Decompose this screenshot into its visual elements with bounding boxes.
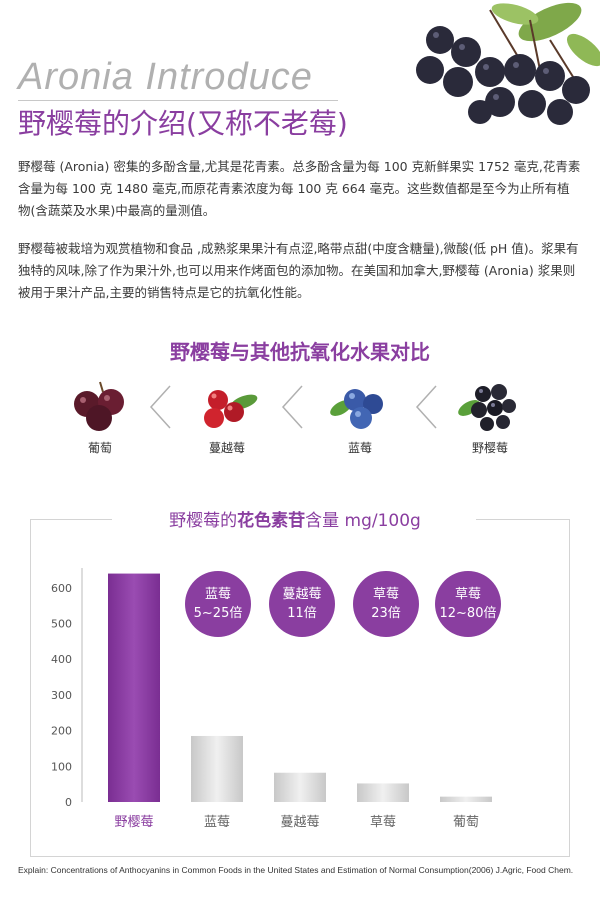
x-tick-label: 蔓越莓	[280, 815, 319, 830]
fruit-aronia: 野樱莓	[445, 378, 535, 456]
callout-circle	[269, 571, 335, 637]
y-tick-label: 0	[65, 796, 72, 809]
callout-fruit: 蔓越莓	[282, 587, 321, 602]
comparison-title: 野樱莓与其他抗氧化水果对比	[170, 340, 430, 364]
blueberry-icon	[330, 389, 383, 429]
callout-circle	[185, 571, 251, 637]
y-tick-label: 400	[51, 653, 72, 666]
fruit-label: 蔓越莓	[208, 441, 245, 455]
chevron-left-icon	[281, 385, 303, 429]
fruit-label: 野樱莓	[471, 441, 508, 455]
chart-title-prefix: 野樱莓的	[169, 511, 238, 531]
aronia-icon	[458, 384, 516, 431]
y-axis: 0 100 200 300 400 500 600	[51, 568, 83, 809]
fruit-label: 葡萄	[87, 441, 112, 455]
ratio-callout: 蔓越莓 11倍	[269, 571, 335, 637]
intro-paragraph-1: 野樱莓 (Aronia) 密集的多酚含量,尤其是花青素。总多酚含量为每 100 …	[18, 159, 581, 218]
y-tick-label: 600	[51, 582, 72, 595]
title-chinese: 野樱莓的介绍(又称不老莓)	[18, 107, 348, 140]
bar-3	[274, 772, 326, 802]
callout-ratio: 11倍	[287, 606, 317, 621]
callout-ratio: 23倍	[371, 606, 401, 621]
chart-title: 野樱莓的花色素苷含量 mg/100g	[120, 506, 470, 531]
callout-fruit: 草莓	[455, 587, 481, 602]
chart-frame-top-left	[30, 519, 112, 520]
y-tick-label: 100	[51, 760, 72, 773]
chart-title-bold: 花色素苷	[237, 511, 306, 531]
callout-circle	[353, 571, 419, 637]
x-tick-label: 蓝莓	[204, 815, 230, 830]
x-tick-label: 葡萄	[453, 815, 479, 830]
y-tick-label: 300	[51, 689, 72, 702]
fruit-blueberry: 蓝莓	[315, 378, 405, 456]
footnote: Explain: Concentrations of Anthocyanins …	[18, 865, 574, 875]
bars	[108, 573, 492, 802]
callout-ratio: 12~80倍	[440, 606, 497, 621]
title-english: Aronia Introduce	[18, 56, 313, 98]
y-tick-label: 500	[51, 618, 72, 631]
ratio-callout: 草莓 12~80倍	[435, 571, 501, 637]
callout-fruit: 蓝莓	[205, 587, 231, 602]
callout-circle	[435, 571, 501, 637]
ratio-callout: 草莓 23倍	[353, 571, 419, 637]
x-tick-label: 草莓	[370, 815, 396, 830]
x-axis-labels: 野樱莓 蓝莓 蔓越莓 草莓 葡萄	[114, 814, 479, 830]
chart-title-suffix: 含量 mg/100g	[305, 511, 421, 531]
cranberry-icon	[204, 390, 258, 428]
fruit-label: 蓝莓	[347, 441, 372, 455]
title-divider	[18, 100, 338, 101]
chevron-left-icon	[149, 385, 171, 429]
callout-ratio: 5~25倍	[194, 606, 243, 621]
chevron-left-icon	[415, 385, 437, 429]
x-tick-label: 野樱莓	[114, 814, 153, 830]
ratio-callouts: 蓝莓 5~25倍 蔓越莓 11倍 草莓 23倍 草莓 12~80倍	[185, 571, 501, 637]
bar-2	[191, 735, 243, 802]
chart-frame	[30, 519, 570, 857]
ratio-callout: 蓝莓 5~25倍	[185, 571, 251, 637]
bar-1	[108, 573, 160, 802]
bar-5	[440, 796, 492, 802]
intro-paragraph-2: 野樱莓被栽培为观赏植物和食品 ,成熟浆果果汁有点涩,略带点甜(中度含糖量),微酸…	[18, 241, 579, 300]
grape-icon	[74, 381, 124, 431]
callout-fruit: 草莓	[373, 587, 399, 602]
bar-4	[357, 783, 409, 802]
chart-frame-top-right	[476, 519, 570, 520]
aronia-berries-image	[416, 2, 600, 125]
y-tick-label: 200	[51, 725, 72, 738]
fruit-cranberry: 蔓越莓	[182, 378, 272, 456]
fruit-grape: 葡萄	[55, 378, 145, 456]
